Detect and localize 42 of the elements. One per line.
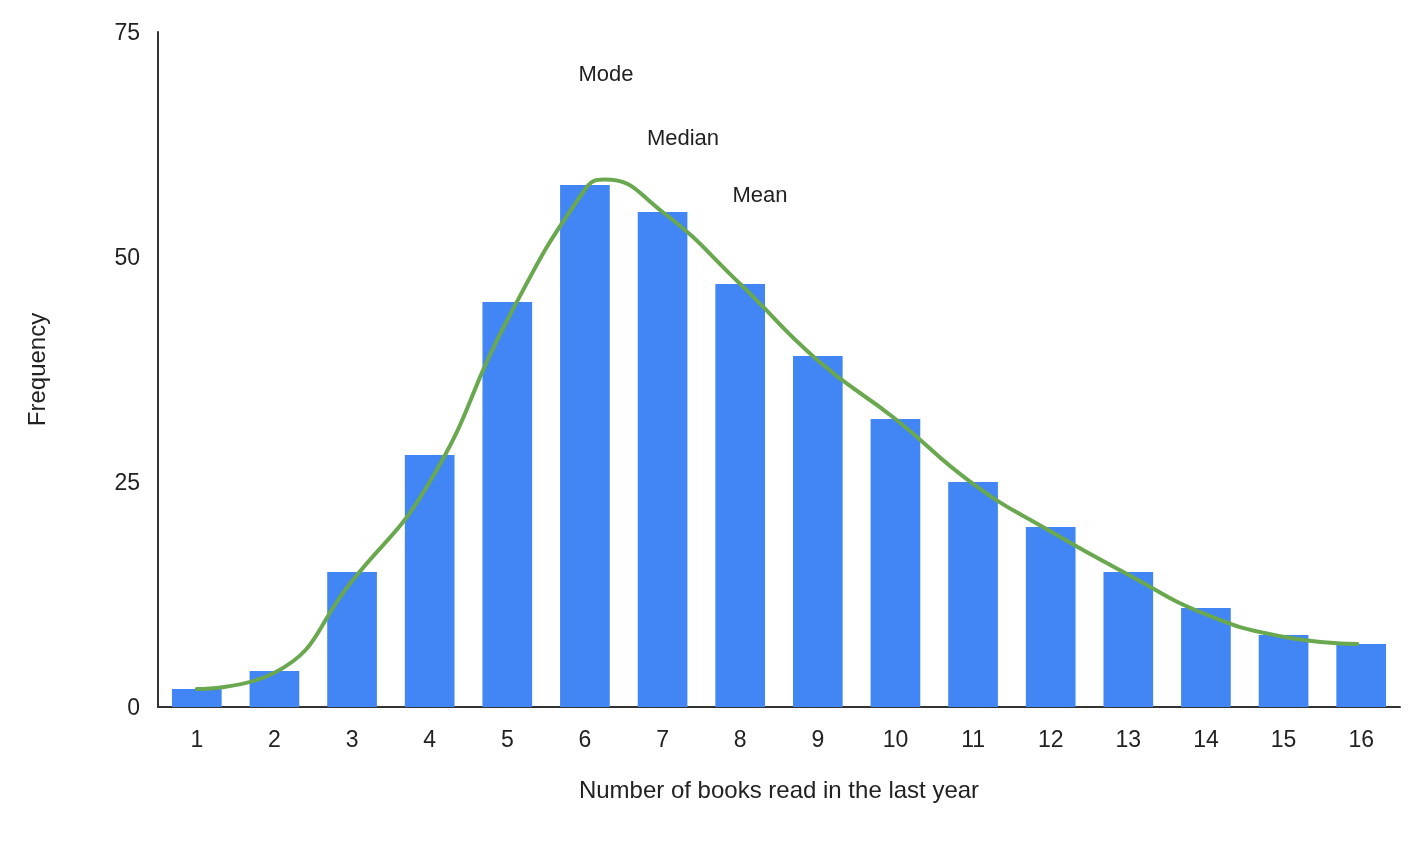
annotation: Median [646,124,720,150]
annotation: Mode [578,60,634,86]
y-tick-label: 25 [114,469,140,495]
bar [1336,644,1387,707]
x-tick-label: 6 [578,725,592,752]
bar [404,455,455,707]
x-tick-label: 15 [1270,725,1297,752]
x-axis-title: Number of books read in the last year [578,775,980,803]
bar [1025,527,1076,707]
annotation: Mean [732,181,788,207]
bar [792,356,843,707]
x-tick-label: 3 [345,725,359,752]
line-series [194,177,1360,691]
x-tick-label: 8 [733,725,747,752]
x-tick-label: 10 [882,725,909,752]
x-tick-label: 11 [961,725,986,752]
y-tick-label: 75 [114,19,140,45]
bar [715,284,766,707]
bar [560,185,610,707]
bar [327,572,377,707]
bar [870,419,921,707]
bar [1181,608,1231,707]
bar [482,302,533,707]
x-tick-label: 5 [500,725,514,752]
x-tick-label: 2 [268,725,281,752]
bar [1103,572,1154,707]
bar [171,689,222,707]
y-tick-label: 0 [127,694,140,720]
x-tick-label: 13 [1115,725,1142,752]
x-tick-label: 7 [656,725,669,752]
bar [637,212,688,707]
x-tick-label: 16 [1348,725,1374,752]
x-tick-label: 12 [1037,725,1064,752]
x-tick-label: 9 [811,725,825,752]
x-tick-label: 14 [1193,725,1219,752]
x-tick-label: 1 [190,725,204,752]
y-tick-label: 50 [114,244,140,270]
x-tick-label: 4 [423,725,437,752]
y-axis-title: Frequency [22,312,50,427]
bar [249,671,300,707]
bar [948,482,998,707]
bar [1258,635,1309,707]
